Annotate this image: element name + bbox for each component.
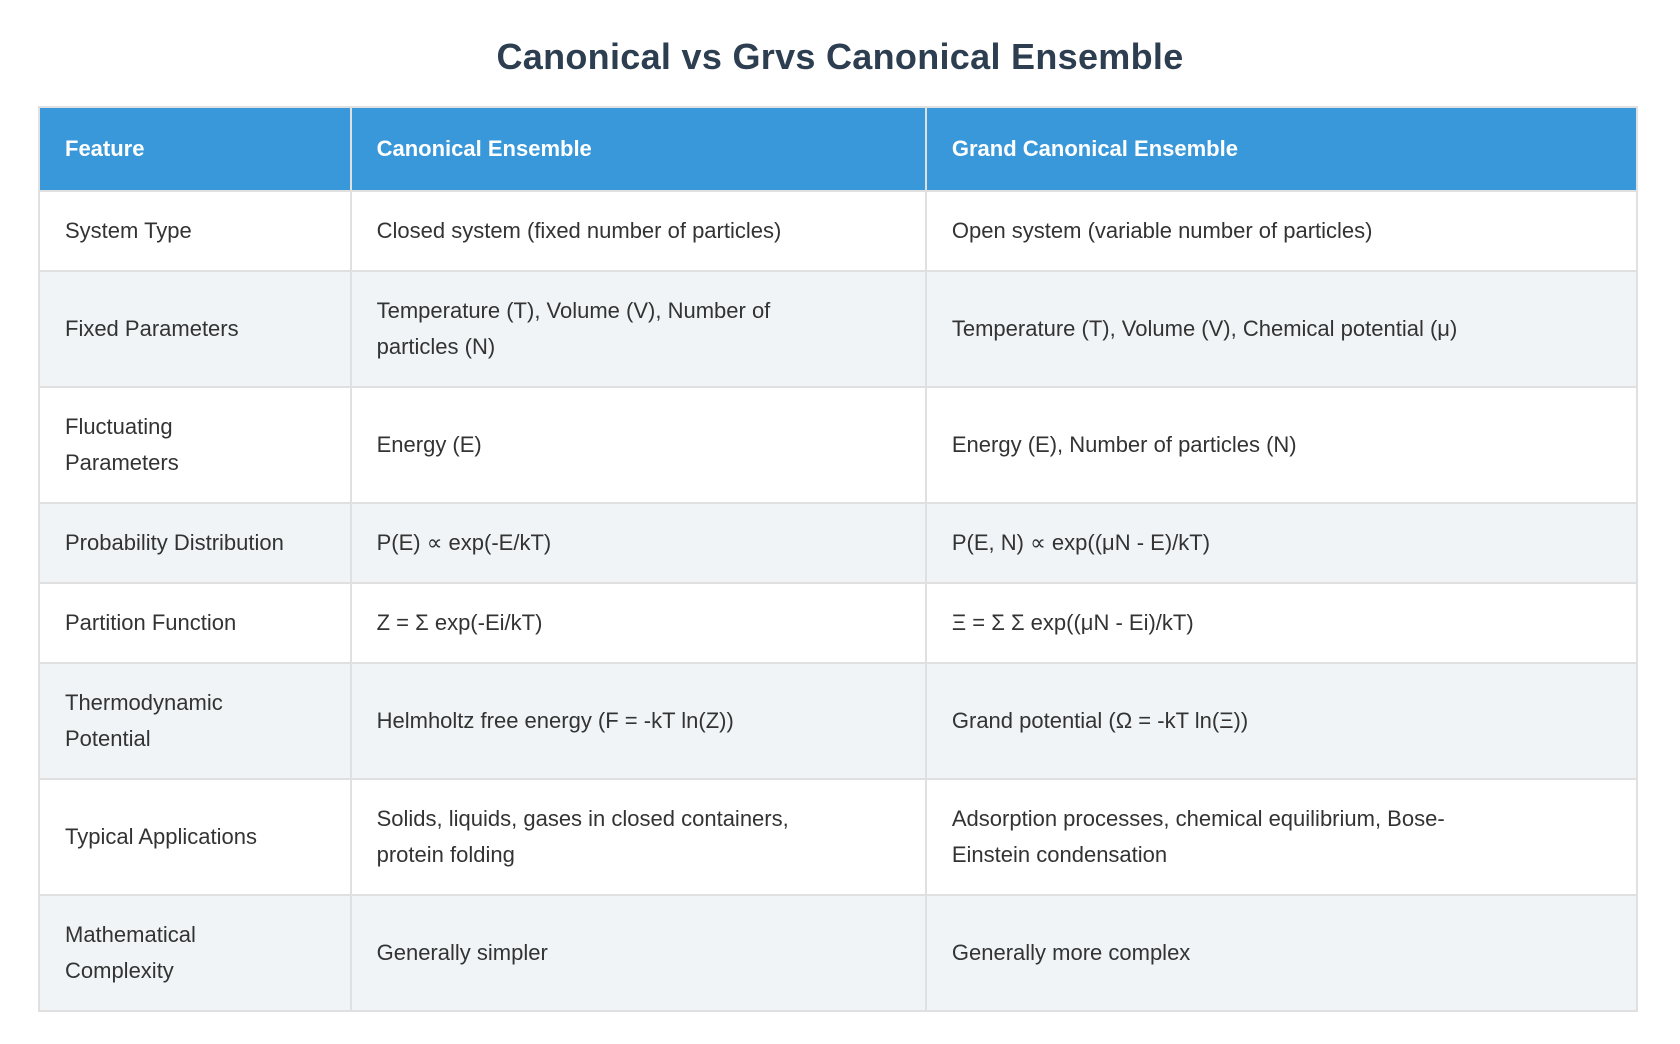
column-header-grand-canonical-ensemble: Grand Canonical Ensemble (924, 106, 1639, 192)
canonical-cell: Solids, liquids, gases in closed contain… (349, 778, 927, 896)
grand-canonical-cell: Grand potential (Ω = -kT ln(Ξ)) (924, 662, 1639, 780)
column-header-canonical-ensemble: Canonical Ensemble (349, 106, 927, 192)
grand-canonical-cell: Ξ = Σ Σ exp((μN - Ei)/kT) (924, 582, 1639, 664)
canonical-cell: Generally simpler (349, 894, 927, 1012)
canonical-cell: P(E) ∝ exp(-E/kT) (349, 502, 927, 584)
feature-cell: Fluctuating Parameters (38, 386, 352, 504)
table-row: Fixed Parameters Temperature (T), Volume… (38, 270, 1639, 388)
grand-canonical-cell: Energy (E), Number of particles (N) (924, 386, 1639, 504)
grand-canonical-cell: Adsorption processes, chemical equilibri… (924, 778, 1639, 896)
canonical-cell: Z = Σ exp(-Ei/kT) (349, 582, 927, 664)
table-row: Probability Distribution P(E) ∝ exp(-E/k… (38, 502, 1639, 584)
table-row: Fluctuating Parameters Energy (E) Energy… (38, 386, 1639, 504)
table-row: System Type Closed system (fixed number … (38, 190, 1639, 272)
canonical-cell: Energy (E) (349, 386, 927, 504)
column-header-feature: Feature (38, 106, 352, 192)
table-row: Partition Function Z = Σ exp(-Ei/kT) Ξ =… (38, 582, 1639, 664)
page-title: Canonical vs Grvs Canonical Ensemble (496, 36, 1184, 77)
feature-cell: Probability Distribution (38, 502, 352, 584)
table-row: Mathematical Complexity Generally simple… (38, 894, 1639, 1012)
grand-canonical-cell: Open system (variable number of particle… (924, 190, 1639, 272)
table-header-row: Feature Canonical Ensemble Grand Canonic… (38, 106, 1639, 192)
grand-canonical-cell: P(E, N) ∝ exp((μN - E)/kT) (924, 502, 1639, 584)
canonical-cell: Closed system (fixed number of particles… (349, 190, 927, 272)
feature-cell: Fixed Parameters (38, 270, 352, 388)
feature-cell: Typical Applications (38, 778, 352, 896)
canonical-cell: Temperature (T), Volume (V), Number of p… (349, 270, 927, 388)
comparison-table: Feature Canonical Ensemble Grand Canonic… (38, 106, 1639, 1012)
table-row: Thermodynamic Potential Helmholtz free e… (38, 662, 1639, 780)
grand-canonical-cell: Generally more complex (924, 894, 1639, 1012)
feature-cell: Thermodynamic Potential (38, 662, 352, 780)
feature-cell: System Type (38, 190, 352, 272)
grand-canonical-cell: Temperature (T), Volume (V), Chemical po… (924, 270, 1639, 388)
table-row: Typical Applications Solids, liquids, ga… (38, 778, 1639, 896)
feature-cell: Partition Function (38, 582, 352, 664)
canonical-cell: Helmholtz free energy (F = -kT ln(Z)) (349, 662, 927, 780)
feature-cell: Mathematical Complexity (38, 894, 352, 1012)
